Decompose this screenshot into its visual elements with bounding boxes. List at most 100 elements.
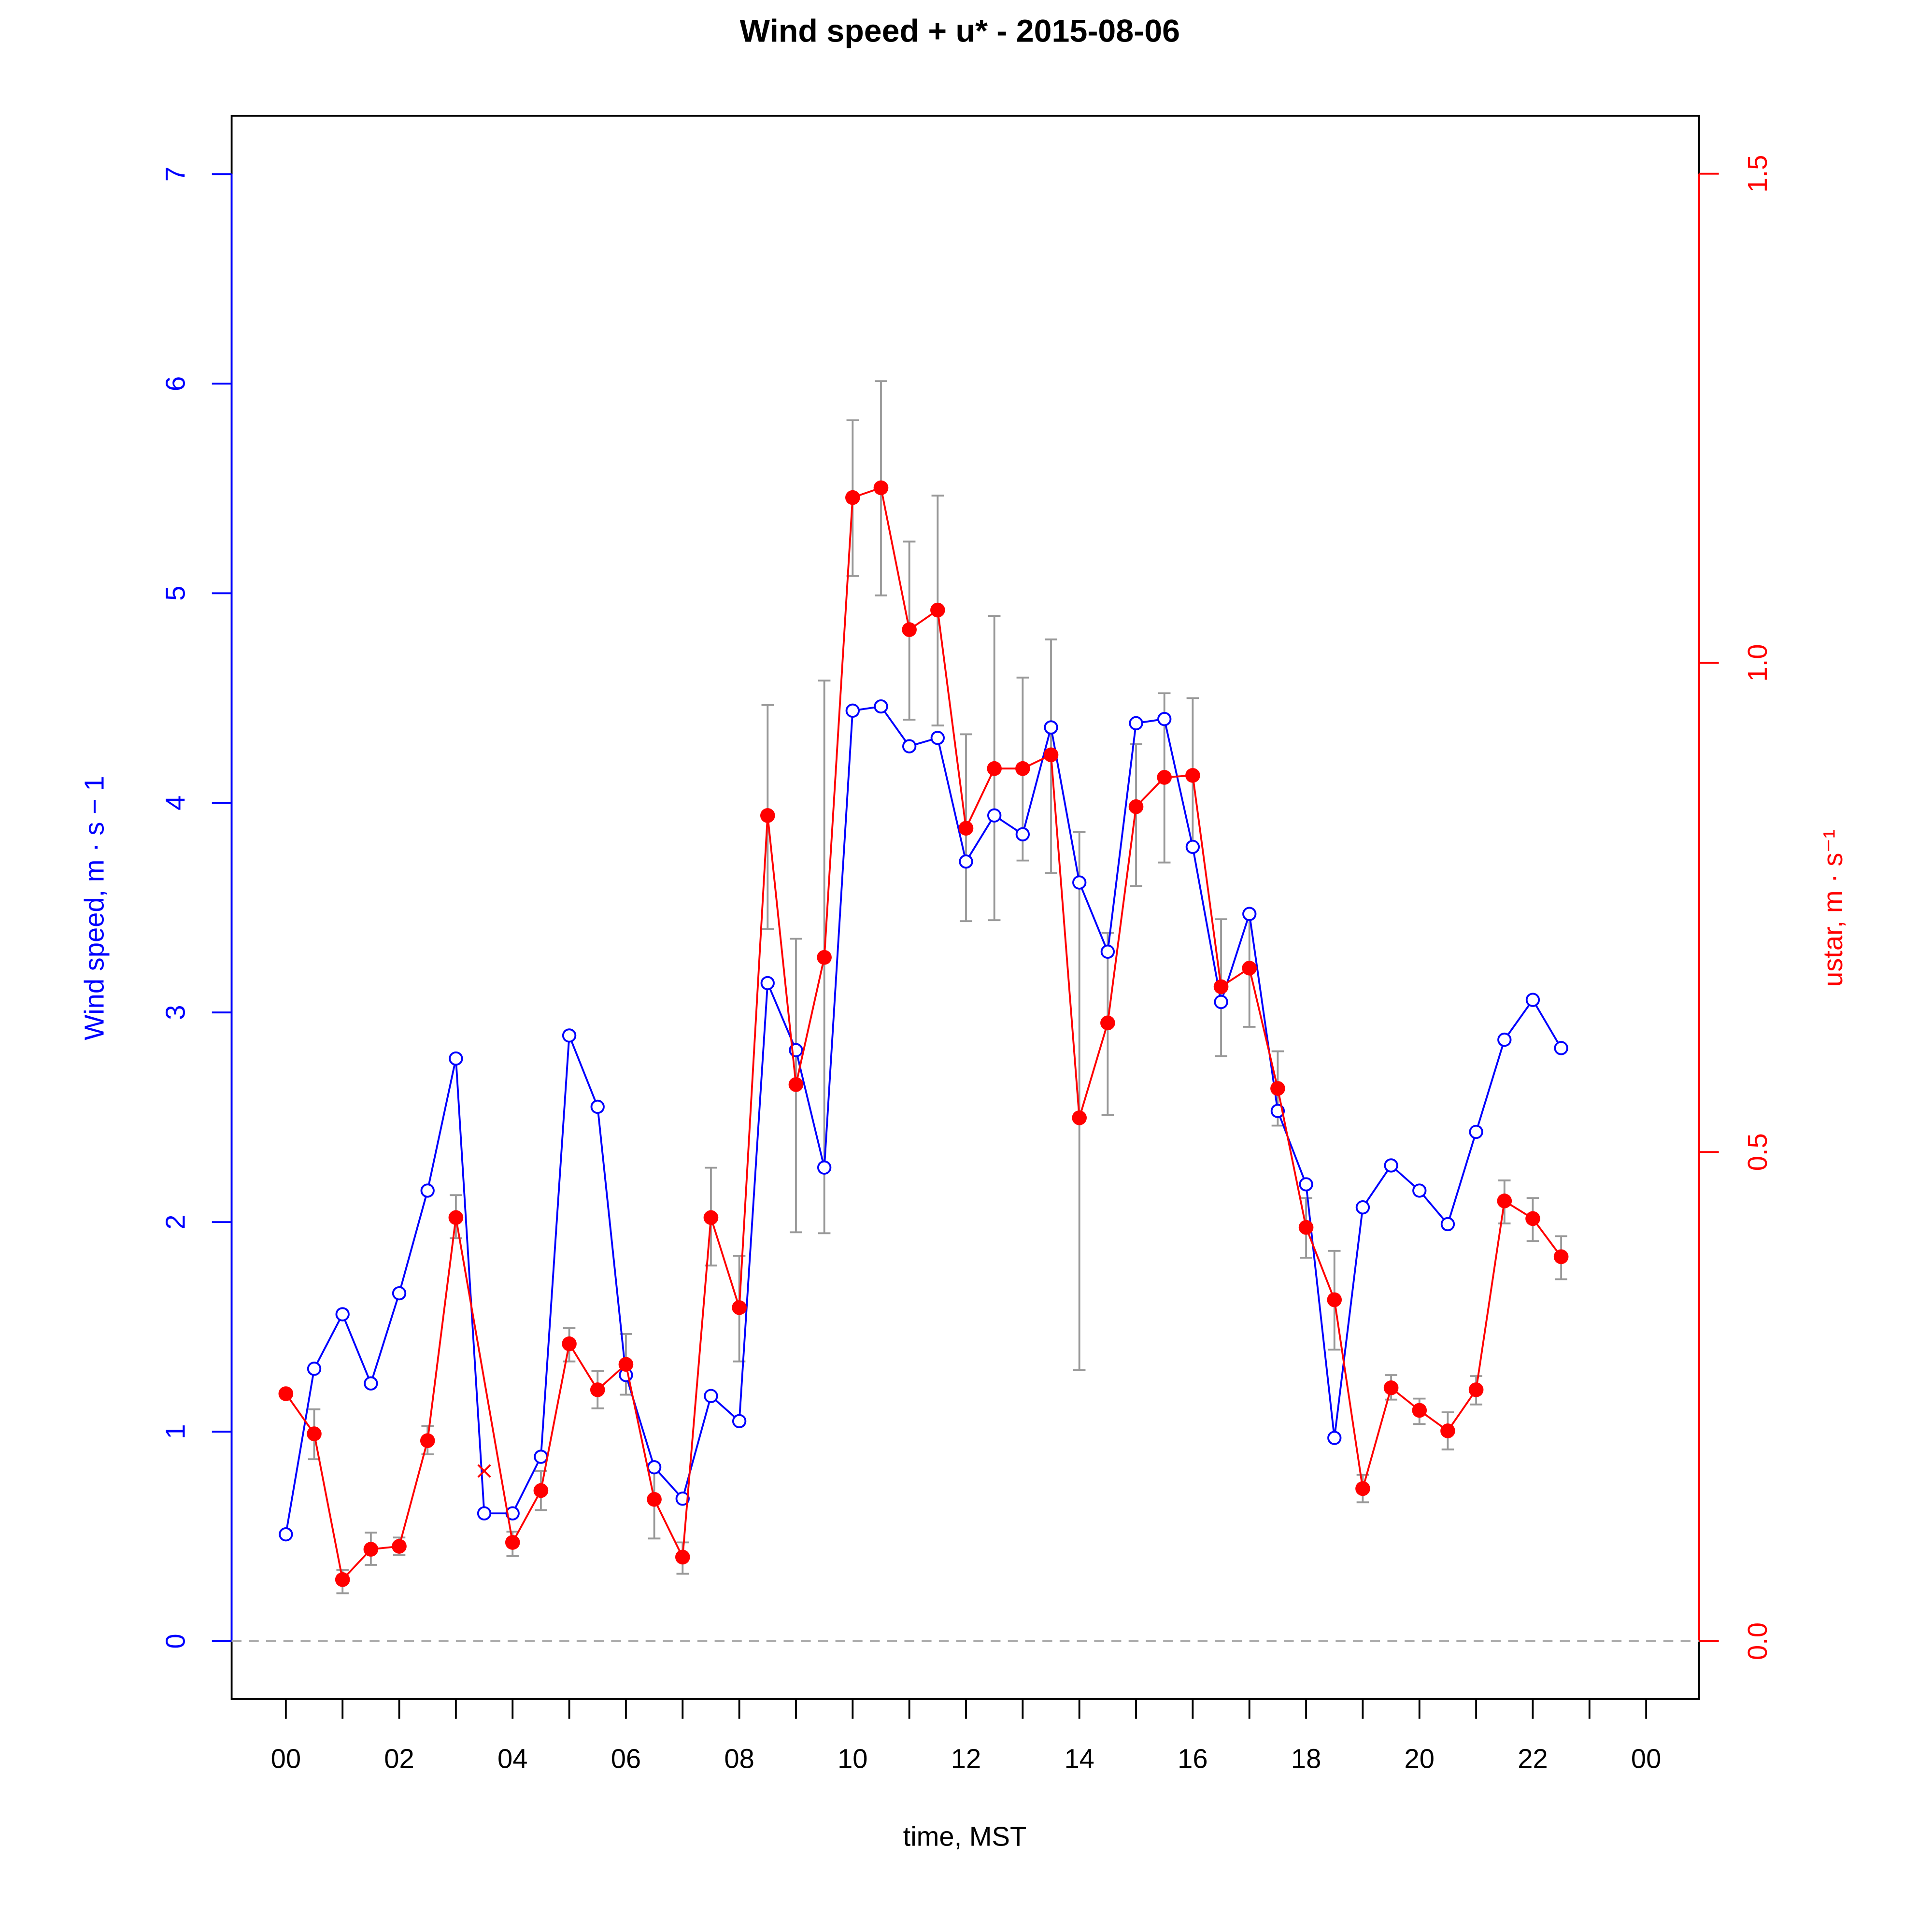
wind-speed-point: [1185, 839, 1200, 854]
x-tick-label: 20: [1405, 1744, 1435, 1774]
wind-speed-point: [562, 1028, 577, 1043]
wind-speed-point: [335, 1307, 350, 1321]
ustar-point: [647, 1492, 662, 1507]
wind-speed-point: [1129, 716, 1143, 731]
wind-speed-point: [1299, 1177, 1313, 1192]
ustar-point: [618, 1357, 634, 1372]
wind-speed-point: [534, 1449, 548, 1464]
y-left-tick-label: 5: [160, 586, 191, 601]
wind-speed-point: [704, 1389, 718, 1403]
wind-speed-point: [1525, 993, 1540, 1007]
ustar-point: [1157, 770, 1172, 785]
wind-speed-point: [477, 1506, 492, 1520]
y-left-tick-label: 0: [160, 1634, 191, 1648]
ustar-point: [1383, 1380, 1399, 1395]
x-tick-label: 18: [1291, 1744, 1321, 1774]
x-tick-label: 10: [838, 1744, 867, 1774]
ustar-point: [1412, 1403, 1427, 1418]
wind-speed-line: [284, 705, 1562, 1534]
ustar-point: [590, 1382, 605, 1397]
wind-speed-point: [647, 1460, 662, 1475]
y-axis-right-label: ustar, m · s⁻¹: [1818, 829, 1848, 987]
ustar-point: [1298, 1220, 1314, 1235]
y-left-tick-label: 7: [160, 167, 191, 182]
ustar-point: [1525, 1211, 1540, 1226]
wind-speed-point: [1242, 907, 1257, 921]
ustar-point: [703, 1210, 719, 1225]
ustar-point: [1100, 1015, 1115, 1031]
wind-speed-point: [590, 1099, 605, 1114]
ustar-point: [1015, 761, 1030, 776]
wind-speed-point: [817, 1160, 832, 1175]
y-left-tick-label: 2: [160, 1214, 191, 1229]
x-tick-label: 00: [1631, 1744, 1661, 1774]
y-left-tick-label: 6: [160, 376, 191, 391]
chart-title: Wind speed + u* - 2015-08-06: [739, 14, 1180, 49]
wind-speed-point: [1157, 712, 1172, 726]
wind-speed-point: [874, 699, 888, 714]
ustar-point: [958, 821, 974, 836]
wind-speed-point: [845, 703, 860, 718]
ustar-line: [511, 486, 1562, 1561]
x-tick-label: 02: [384, 1744, 414, 1774]
wind-speed-point: [420, 1183, 435, 1198]
ustar-point: [307, 1426, 322, 1441]
y-right-tick-label: 0.5: [1742, 1133, 1773, 1171]
ustar-point: [873, 480, 889, 496]
y-left-tick-label: 1: [160, 1424, 191, 1439]
wind-speed-point: [392, 1286, 407, 1301]
ustar-point: [732, 1300, 747, 1315]
ustar-point: [1440, 1423, 1455, 1438]
x-tick-label: 08: [724, 1744, 754, 1774]
ustar-point: [335, 1572, 350, 1587]
y-right-tick-label: 1.5: [1742, 155, 1773, 193]
wind-speed-point: [959, 854, 973, 869]
wind-speed-point: [1412, 1183, 1427, 1198]
ustar-point: [363, 1542, 379, 1557]
wind-speed-point: [930, 731, 945, 745]
wind-speed-point: [902, 739, 917, 753]
wind-speed-point: [1072, 875, 1087, 890]
ustar-point: [788, 1077, 804, 1092]
x-tick-label: 00: [271, 1744, 301, 1774]
x-tick-label: 22: [1518, 1744, 1548, 1774]
ustar-point: [1128, 799, 1144, 814]
ustar-point: [1043, 747, 1059, 763]
ustar-point: [448, 1210, 464, 1225]
ustar-flagged-point: [477, 1464, 491, 1478]
ustar-point: [845, 490, 860, 505]
ustar-point: [675, 1549, 690, 1565]
ustar-point: [930, 602, 945, 618]
ustar-point: [278, 1386, 294, 1401]
y-left-tick-label: 4: [160, 796, 191, 810]
wind-speed-point: [1554, 1041, 1568, 1055]
ustar-line: [455, 1217, 514, 1543]
ustar-point: [987, 761, 1002, 776]
wind-speed-point: [1015, 827, 1030, 842]
wind-speed-point: [732, 1414, 747, 1429]
ustar-point: [1497, 1193, 1512, 1208]
wind-speed-point: [279, 1527, 293, 1542]
x-axis-label: time, MST: [903, 1821, 1027, 1851]
wind-speed-point: [987, 808, 1002, 823]
wind-speed-point: [1100, 944, 1115, 959]
wind-speed-point: [1384, 1158, 1398, 1173]
y-right-tick-label: 0.0: [1742, 1622, 1773, 1660]
wind-speed-point: [1469, 1124, 1483, 1139]
wind-speed-point: [449, 1051, 463, 1066]
ustar-point: [1327, 1292, 1342, 1307]
ustar-point: [533, 1483, 549, 1498]
y-right-tick-label: 1.0: [1742, 644, 1773, 682]
x-tick-label: 04: [497, 1744, 527, 1774]
ustar-point: [1213, 979, 1229, 994]
wind-speed-point: [760, 976, 775, 991]
wind-speed-point: [1214, 994, 1228, 1009]
ustar-line: [285, 1217, 457, 1582]
wind-speed-point: [1497, 1032, 1512, 1047]
ustar-point: [505, 1535, 520, 1550]
wind-speed-point: [307, 1362, 322, 1376]
ustar-point: [1270, 1081, 1285, 1096]
ustar-point: [1242, 961, 1257, 976]
x-tick-label: 06: [611, 1744, 641, 1774]
